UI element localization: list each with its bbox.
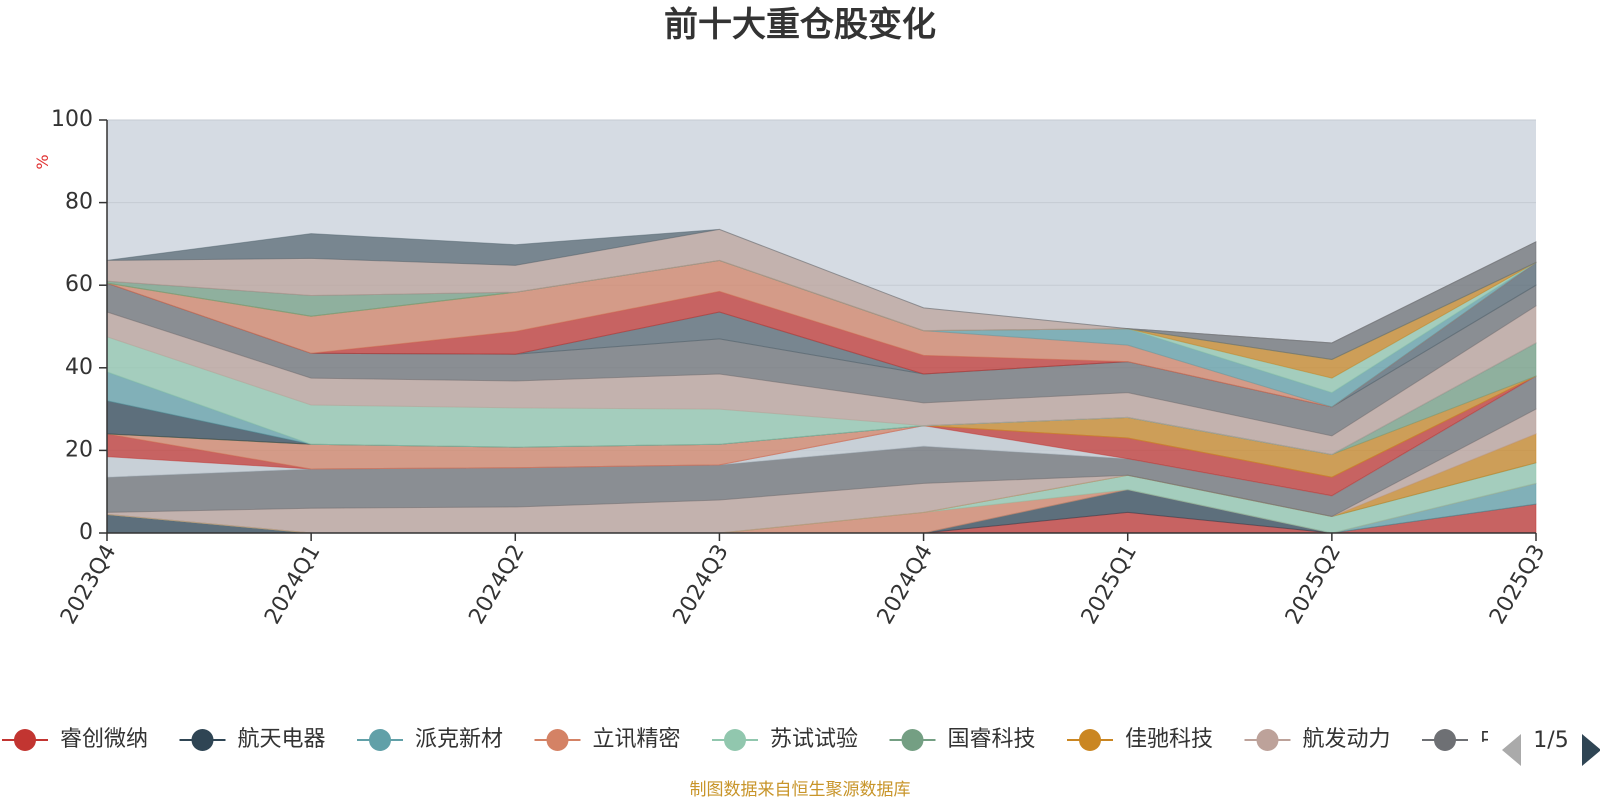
y-axis-unit-label: % bbox=[33, 154, 52, 169]
legend-item[interactable]: 佳驰科技 bbox=[1067, 727, 1213, 752]
y-tick-label: 20 bbox=[65, 437, 93, 462]
x-tick-label: 2024Q3 bbox=[669, 541, 734, 629]
legend-item[interactable]: 睿创微纳 bbox=[2, 727, 148, 752]
legend-label: 睿创微纳 bbox=[60, 727, 148, 752]
legend-next-page-triangle-right-icon[interactable] bbox=[1582, 734, 1600, 766]
legend-circle-icon bbox=[901, 729, 924, 751]
x-tick-label: 2024Q1 bbox=[260, 541, 325, 629]
legend-circle-icon bbox=[546, 729, 569, 751]
legend-item[interactable]: 立讯精密 bbox=[534, 727, 681, 752]
y-tick-label: 100 bbox=[51, 107, 93, 132]
legend-label: 国睿科技 bbox=[948, 727, 1036, 752]
legend-item[interactable] bbox=[1422, 729, 1468, 751]
legend-item[interactable]: 航天电器 bbox=[179, 727, 326, 752]
y-tick-label: 80 bbox=[65, 190, 93, 215]
legend-label: 派克新材 bbox=[415, 727, 503, 752]
legend-truncated-label: 中 bbox=[1480, 727, 1502, 752]
y-tick-label: 0 bbox=[79, 520, 93, 545]
x-tick-label: 2024Q2 bbox=[464, 541, 529, 629]
legend-prev-page-triangle-left-icon[interactable] bbox=[1502, 734, 1521, 766]
x-tick-label: 2025Q2 bbox=[1281, 541, 1346, 629]
y-tick-label: 60 bbox=[65, 272, 93, 297]
x-axis-ticks: 2023Q4 2024Q1 2024Q2 2024Q3 2024Q4 2025Q1 2025… bbox=[56, 533, 1550, 629]
legend-circle-icon bbox=[1079, 729, 1101, 751]
legend-circle-icon bbox=[1434, 729, 1456, 751]
legend-page-indicator: 1/5 bbox=[1533, 728, 1568, 753]
x-tick-label: 2025Q3 bbox=[1485, 541, 1550, 629]
x-tick-label: 2024Q4 bbox=[873, 541, 938, 629]
legend-item[interactable]: 国睿科技 bbox=[889, 727, 1036, 752]
data-source-footer: 制图数据来自恒生聚源数据库 bbox=[690, 780, 911, 800]
legend-label: 航天电器 bbox=[238, 727, 326, 752]
legend-label: 立讯精密 bbox=[593, 727, 681, 752]
legend-circle-icon bbox=[14, 729, 36, 751]
legend-circle-icon bbox=[1256, 729, 1279, 751]
legend-label: 苏试试验 bbox=[770, 727, 858, 752]
legend-circle-icon bbox=[191, 729, 214, 751]
legend-circle-icon bbox=[724, 729, 746, 751]
legend-circle-icon bbox=[369, 729, 391, 751]
chart-title: 前十大重仓股变化 bbox=[664, 5, 936, 45]
legend: 睿创微纳 航天电器 派克新材 立讯精密 苏试试验 国睿科技 佳驰科技 航发动力 中 bbox=[2, 727, 1502, 752]
x-tick-label: 2023Q4 bbox=[56, 541, 121, 629]
y-axis-ticks: 0 20 40 60 80 100 bbox=[51, 107, 107, 545]
legend-label: 航发动力 bbox=[1303, 727, 1391, 752]
legend-item[interactable]: 派克新材 bbox=[357, 727, 503, 752]
legend-item[interactable]: 苏试试验 bbox=[712, 727, 858, 752]
area-series-30[interactable] bbox=[106, 228, 1537, 344]
x-tick-label: 2025Q1 bbox=[1077, 541, 1142, 629]
y-tick-label: 40 bbox=[65, 355, 93, 380]
legend-label: 佳驰科技 bbox=[1125, 727, 1213, 752]
legend-item[interactable]: 航发动力 bbox=[1244, 727, 1391, 752]
